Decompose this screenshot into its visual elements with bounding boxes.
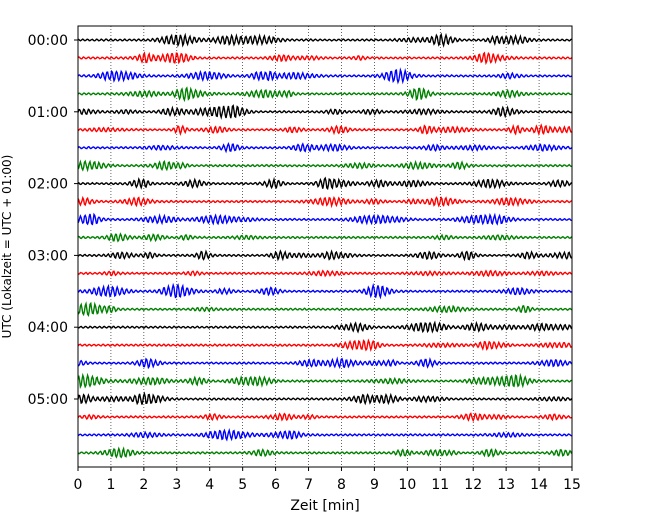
seismic-trace xyxy=(77,269,573,278)
x-tick-label: 1 xyxy=(106,477,115,493)
seismic-trace xyxy=(77,338,572,353)
seismic-trace xyxy=(77,51,573,66)
x-tick-label: 6 xyxy=(271,477,280,493)
y-tick-label: 00:00 xyxy=(28,33,68,49)
x-tick-label: 13 xyxy=(497,477,515,493)
seismic-trace xyxy=(77,446,573,459)
seismic-trace xyxy=(77,356,573,370)
y-axis-label: UTC (Lokalzeit = UTC + 01:00) xyxy=(0,155,14,339)
seismic-trace xyxy=(77,372,572,390)
x-tick-label: 7 xyxy=(304,477,313,493)
seismic-trace xyxy=(77,86,572,103)
seismic-trace xyxy=(77,428,572,442)
seismic-trace xyxy=(77,176,573,191)
seismic-trace xyxy=(77,301,573,318)
x-tick-label: 11 xyxy=(431,477,449,493)
seismic-trace xyxy=(77,142,573,154)
y-tick-label: 03:00 xyxy=(28,248,68,264)
x-axis: 0 1 2 3 4 5 6 7 8 9 10 11 12 13 14 15 xyxy=(74,467,581,493)
x-tick-label: 4 xyxy=(205,477,214,493)
x-tick-label: 12 xyxy=(464,477,482,493)
seismic-trace xyxy=(77,282,572,300)
seismic-trace xyxy=(77,195,573,209)
y-tick-label: 01:00 xyxy=(28,105,68,121)
seismic-trace xyxy=(77,249,573,262)
seismic-trace xyxy=(77,123,572,137)
x-tick-label: 2 xyxy=(139,477,148,493)
x-tick-label: 5 xyxy=(238,477,247,493)
seismic-trace xyxy=(77,412,572,423)
plot-frame xyxy=(77,25,573,468)
x-tick-label: 8 xyxy=(337,477,346,493)
seismic-trace xyxy=(77,159,572,173)
x-tick-label: 14 xyxy=(530,477,548,493)
seismic-trace xyxy=(77,67,572,85)
y-tick-label: 05:00 xyxy=(28,392,68,408)
x-axis-label: Zeit [min] xyxy=(290,498,359,514)
y-axis: 00:00 01:00 02:00 03:00 04:00 05:00 xyxy=(28,33,78,408)
x-tick-label: 15 xyxy=(563,477,581,493)
y-tick-label: 04:00 xyxy=(28,320,68,336)
seismic-trace xyxy=(77,232,573,243)
seismic-trace xyxy=(77,212,572,226)
x-tick-label: 3 xyxy=(172,477,181,493)
x-grid xyxy=(110,26,540,467)
seismic-trace xyxy=(77,320,573,334)
seismic-trace xyxy=(77,391,573,406)
y-tick-label: 02:00 xyxy=(28,177,68,193)
seismic-traces xyxy=(77,32,573,459)
seismic-trace xyxy=(77,32,572,48)
x-tick-label: 9 xyxy=(370,477,379,493)
seismic-trace xyxy=(77,104,573,120)
x-tick-label: 0 xyxy=(74,477,83,493)
x-tick-label: 10 xyxy=(398,477,416,493)
